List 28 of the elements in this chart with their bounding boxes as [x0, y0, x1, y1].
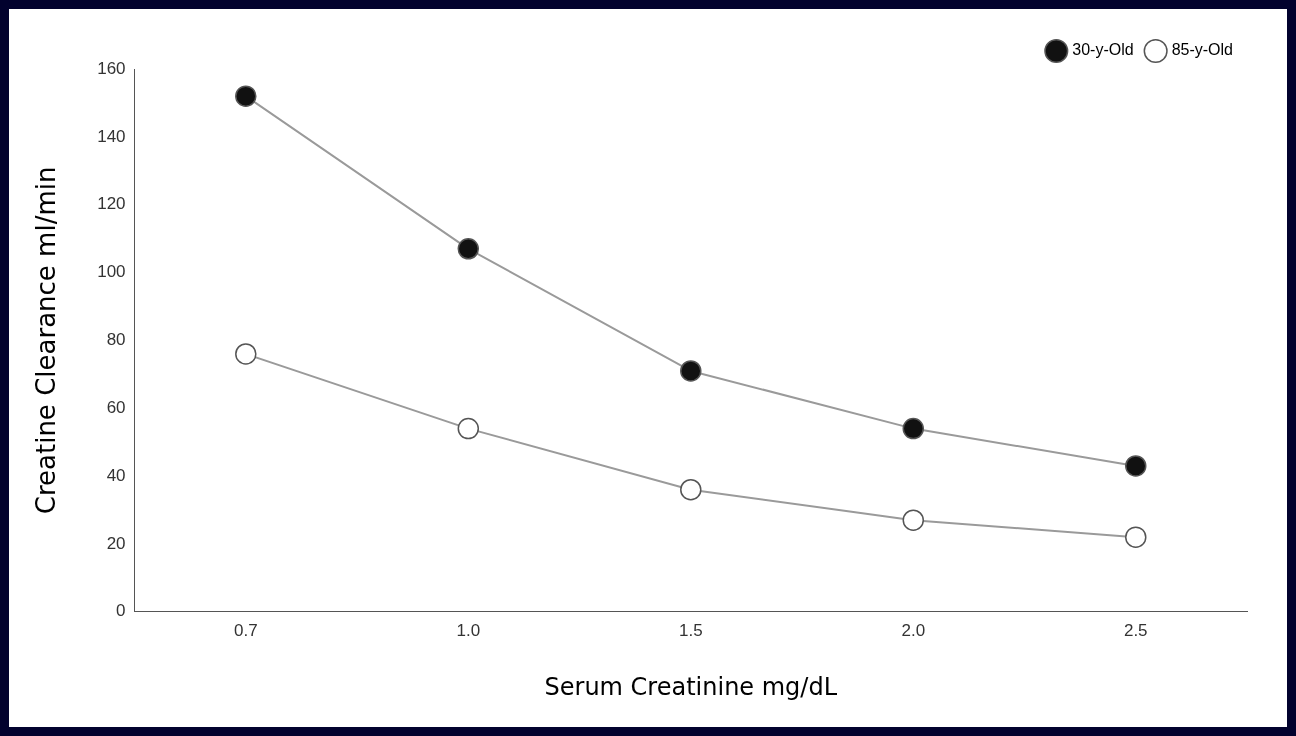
y-tick-label: 20	[106, 533, 126, 553]
point	[1125, 455, 1147, 477]
y-tick-label: 80	[106, 330, 126, 350]
point	[457, 238, 480, 260]
point	[235, 85, 257, 107]
point	[902, 417, 925, 440]
y-tick-label: 0	[116, 601, 126, 621]
legend-label: 30-y-Old	[1072, 41, 1134, 59]
x-tick-label: 0.7	[233, 620, 258, 640]
y-tick-label: 160	[97, 58, 126, 78]
point	[235, 343, 257, 365]
x-axis-title: Serum Creatinine mg/dL	[544, 672, 838, 701]
point	[680, 478, 702, 501]
point	[1125, 526, 1147, 548]
x-tick-label: 1.0	[456, 620, 481, 640]
y-axis-title: Creatine Clearance ml/min	[31, 166, 62, 515]
y-tick-label: 60	[106, 397, 126, 417]
y-tick-label: 140	[97, 126, 126, 146]
y-tick-label: 40	[106, 465, 126, 485]
y-tick-label: 100	[97, 262, 126, 282]
point	[902, 509, 925, 531]
x-tick-label: 2.0	[901, 620, 926, 640]
legend-label: 85-y-Old	[1171, 41, 1234, 59]
y-tick-label: 120	[97, 194, 126, 214]
x-tick-label: 2.5	[1123, 620, 1148, 640]
x-tick-label: 1.5	[678, 620, 703, 640]
point	[680, 360, 702, 382]
point	[457, 417, 480, 440]
